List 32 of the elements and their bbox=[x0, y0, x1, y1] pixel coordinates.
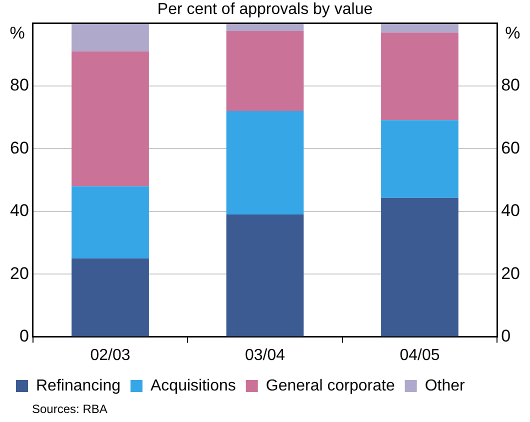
bar bbox=[226, 31, 304, 112]
y-tick-label: 0 bbox=[19, 326, 29, 346]
y-tick-label: 60 bbox=[10, 138, 29, 158]
bar bbox=[381, 120, 458, 198]
bar bbox=[381, 32, 458, 120]
y2-tick-label: 80 bbox=[501, 76, 520, 95]
legend-label: Other bbox=[424, 377, 466, 394]
y2-tick-label: 20 bbox=[501, 264, 520, 283]
legend-label: Acquisitions bbox=[150, 377, 236, 394]
bar bbox=[226, 111, 304, 214]
y2-tick-label: 0 bbox=[501, 326, 511, 346]
bar bbox=[72, 186, 149, 258]
legend-label: General corporate bbox=[266, 377, 395, 394]
y-tick-label: 40 bbox=[10, 201, 29, 220]
y2-tick-label: 60 bbox=[501, 138, 520, 158]
y2-tick-label: 40 bbox=[501, 201, 520, 220]
x-tick-label: 03/04 bbox=[244, 346, 286, 364]
bar bbox=[72, 51, 149, 186]
x-tick-label: 04/05 bbox=[400, 346, 440, 364]
y-tick-label: 20 bbox=[10, 264, 29, 283]
legend-label: Refinancing bbox=[36, 377, 120, 394]
bar bbox=[226, 214, 304, 336]
bar bbox=[381, 198, 458, 336]
bar bbox=[72, 258, 149, 336]
y-tick-label: 80 bbox=[10, 76, 29, 95]
y2-axis-title: % bbox=[505, 23, 520, 42]
x-tick-label: 02/03 bbox=[90, 346, 130, 364]
source-note: Sources: RBA bbox=[32, 402, 108, 416]
bar bbox=[72, 23, 149, 52]
bar bbox=[381, 23, 458, 33]
y-axis-title: % bbox=[10, 23, 25, 42]
chart-title: Per cent of approvals by value bbox=[157, 1, 373, 18]
